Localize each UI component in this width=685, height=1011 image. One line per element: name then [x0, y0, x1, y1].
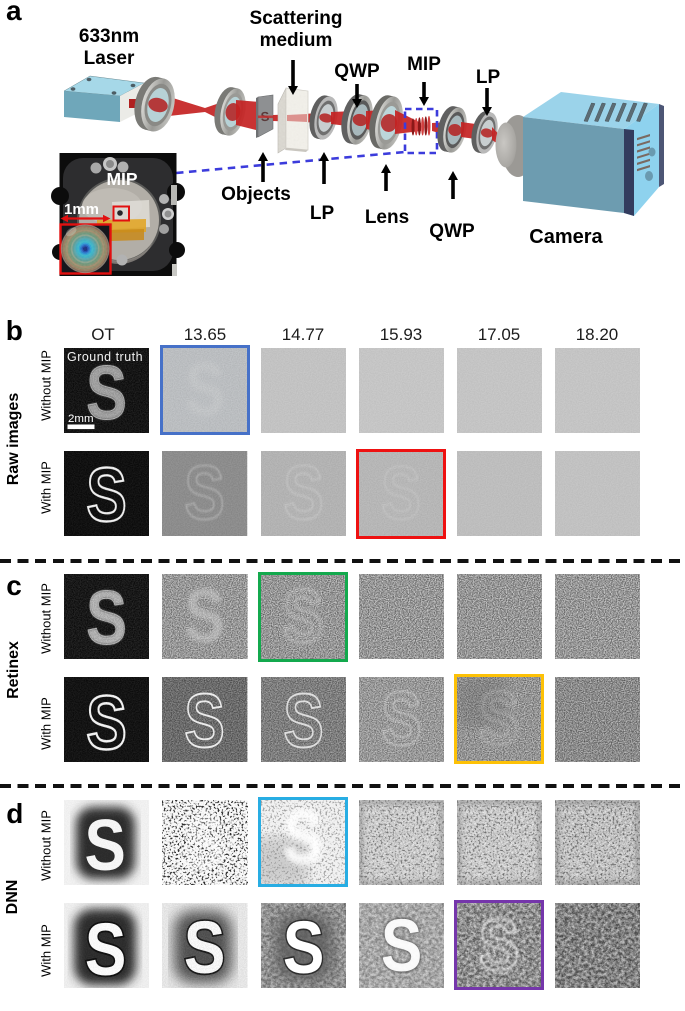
svg-text:633nm: 633nm	[79, 26, 139, 47]
svg-text:S: S	[185, 678, 226, 762]
svg-text:S: S	[283, 575, 323, 658]
svg-text:S: S	[283, 678, 324, 762]
svg-text:QWP: QWP	[429, 221, 475, 242]
svg-text:S: S	[283, 800, 323, 880]
svg-text:Ground truth: Ground truth	[67, 349, 143, 363]
svg-text:Scattering: Scattering	[250, 8, 343, 29]
svg-text:S: S	[282, 906, 323, 987]
svg-text:medium: medium	[260, 30, 333, 51]
svg-text:MIP: MIP	[106, 169, 137, 189]
svg-text:S: S	[479, 905, 520, 986]
svg-text:S: S	[283, 800, 323, 880]
svg-text:S: S	[381, 677, 422, 762]
svg-text:S: S	[85, 805, 126, 885]
svg-text:Objects: Objects	[221, 184, 291, 205]
svg-text:QWP: QWP	[334, 61, 380, 82]
svg-text:S: S	[380, 904, 421, 986]
svg-text:MIP: MIP	[407, 54, 441, 75]
svg-text:S: S	[380, 904, 421, 986]
svg-text:1mm: 1mm	[64, 201, 99, 218]
svg-text:2mm: 2mm	[68, 412, 94, 424]
svg-text:LP: LP	[310, 203, 335, 224]
svg-text:S: S	[185, 574, 226, 659]
svg-text:S: S	[479, 678, 519, 761]
svg-text:LP: LP	[476, 67, 501, 88]
svg-text:Lens: Lens	[365, 207, 409, 228]
svg-text:Camera: Camera	[529, 226, 603, 248]
svg-text:Laser: Laser	[84, 48, 135, 69]
svg-text:S: S	[282, 906, 323, 987]
